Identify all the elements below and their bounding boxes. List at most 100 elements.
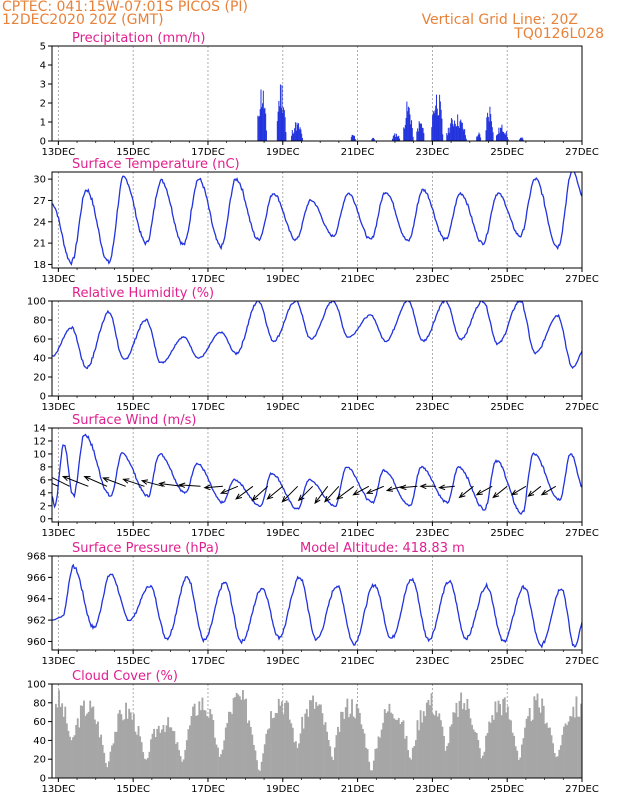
precip-bar [395, 137, 397, 141]
x-tick-label: 21DEC [341, 656, 375, 667]
wind-arrow [158, 481, 182, 487]
cloud-bar [179, 756, 182, 778]
cloud-bar [343, 718, 346, 778]
cloud-bar [277, 698, 280, 778]
precip-bar [436, 108, 438, 141]
x-tick-label: 23DEC [416, 402, 450, 413]
cloud-bar [573, 717, 576, 778]
cloud-bar [125, 702, 127, 778]
cloud-bar [391, 713, 394, 778]
precip-bar [405, 117, 407, 141]
precip-bar [399, 138, 401, 141]
precip-bar [403, 127, 405, 141]
precip-bar [279, 106, 281, 141]
wind-arrow [419, 483, 437, 490]
x-tick-label: 21DEC [341, 402, 375, 413]
cloud-bar [376, 748, 378, 778]
precip-bar [487, 112, 489, 141]
cloud-bar [171, 730, 174, 778]
cloud-bar [199, 710, 202, 778]
cloud-bar [209, 709, 212, 778]
y-tick-label: 12 [33, 436, 46, 447]
wind-arrow [61, 475, 89, 487]
temperature-frame [51, 171, 583, 269]
cloud-bar [458, 700, 461, 778]
cloud-bar [165, 725, 168, 778]
y-tick-label: 0 [40, 392, 46, 403]
precip-bar [496, 135, 498, 141]
precip-bar [503, 132, 505, 141]
x-tick-label: 21DEC [341, 528, 375, 539]
cloud-bar [483, 751, 486, 778]
cloud-bar [386, 711, 389, 778]
cloud-bar [170, 727, 173, 778]
cloud-bar [404, 738, 406, 778]
cloud-bar [421, 722, 424, 778]
cloud-bar [482, 755, 484, 778]
cloud-bar [352, 716, 355, 778]
precip-bar [449, 127, 451, 141]
cloud-bar [323, 724, 325, 778]
cloud-bar [393, 718, 396, 778]
cloud-bar [444, 750, 447, 778]
cloud-bar [460, 692, 463, 778]
cloud-bar [351, 699, 353, 778]
y-tick-label: 960 [27, 637, 46, 648]
wind-arrow [83, 475, 108, 487]
cloud-bar [347, 717, 350, 778]
precip-bar [407, 111, 409, 141]
cloud-bar [382, 722, 385, 778]
cloud-bar [309, 700, 311, 778]
cloud-bar [340, 711, 343, 778]
cloud-bar [561, 734, 564, 778]
x-tick-label: 27DEC [565, 147, 599, 158]
precip-bar [416, 131, 418, 141]
wind-arrow [385, 485, 403, 492]
precip-bar [294, 128, 296, 141]
x-tick-label: 19DEC [266, 784, 300, 795]
cloud-bar [126, 718, 129, 778]
x-tick-label: 17DEC [191, 528, 225, 539]
precip-bar [522, 138, 524, 141]
precip-bar [296, 122, 298, 141]
precip-bar [421, 127, 423, 141]
cloud-bar [455, 702, 458, 778]
temperature-plot [52, 172, 582, 266]
x-tick-label: 17DEC [191, 274, 225, 285]
cloud-bar [555, 756, 558, 778]
cloud-bar [98, 737, 101, 778]
cloud-bar [439, 720, 442, 778]
precip-bar [438, 115, 440, 141]
precip-bar [372, 137, 374, 141]
cloud-bar [360, 724, 363, 778]
precip-bar [292, 133, 294, 141]
precip-bar [441, 118, 443, 141]
precip-bar [411, 120, 413, 141]
precip-bar [297, 124, 299, 141]
cloud-bar [112, 743, 115, 778]
wind-arrow [314, 486, 329, 505]
cloud-bar [349, 713, 352, 778]
cloud-bar [185, 740, 188, 778]
precip-bar [394, 133, 396, 141]
precip-bar [437, 115, 439, 141]
precip-bar [446, 133, 448, 141]
wind-arrow [352, 485, 370, 496]
x-tick-label: 13DEC [41, 402, 75, 413]
cloud-bar [506, 706, 509, 778]
x-tick-label: 25DEC [490, 402, 524, 413]
cloud-bar [388, 703, 391, 778]
cloud-bar [394, 719, 397, 778]
precip-bar [417, 131, 419, 141]
cloud-bar [425, 702, 428, 778]
cloud-bar [212, 720, 215, 778]
cloud-bar [578, 716, 581, 778]
cloud-bar [527, 716, 530, 778]
precip-bar [353, 135, 355, 141]
cloud-bar [101, 744, 104, 778]
cloud-bar [224, 727, 227, 778]
cloud-bar [464, 710, 467, 778]
cloud-bar [67, 730, 70, 778]
y-tick-label: 60 [33, 335, 46, 346]
wind-arrow [52, 482, 59, 487]
